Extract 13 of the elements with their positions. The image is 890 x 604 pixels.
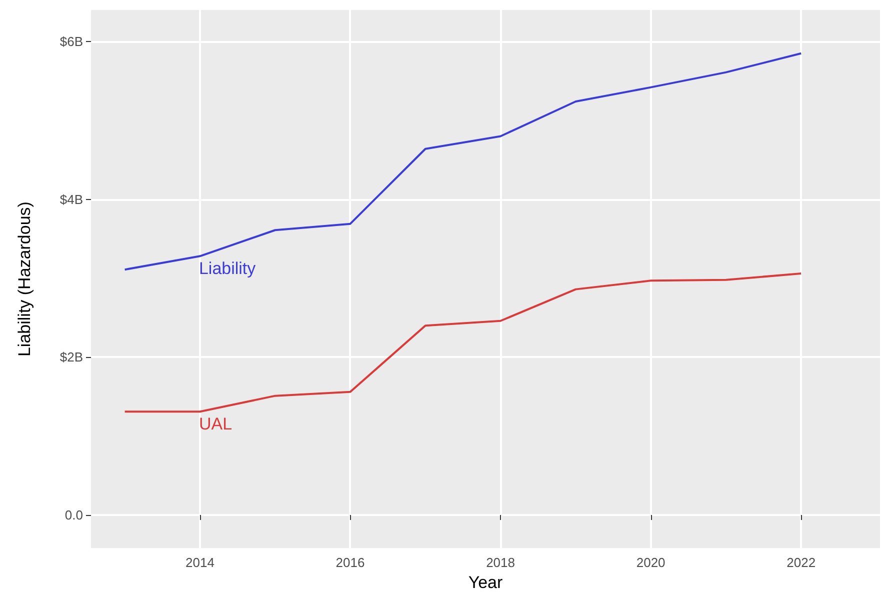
- series-label: UAL: [198, 414, 232, 434]
- x-tick-label: 2018: [486, 555, 515, 570]
- x-tick-label: 2022: [786, 555, 816, 570]
- y-tick-label: $6B: [60, 34, 83, 50]
- y-tick-label: 0.0: [64, 507, 83, 522]
- x-axis-title: Year: [468, 573, 504, 592]
- y-tick-label: $4B: [60, 192, 83, 207]
- y-tick-label: $2B: [60, 350, 83, 365]
- x-tick-label: 2014: [185, 555, 214, 570]
- y-axis-title: Liability (Hazardous): [15, 202, 34, 357]
- x-tick-label: 2020: [636, 555, 666, 570]
- series-label: Liability: [198, 259, 256, 278]
- x-tick-label: 2016: [336, 555, 365, 570]
